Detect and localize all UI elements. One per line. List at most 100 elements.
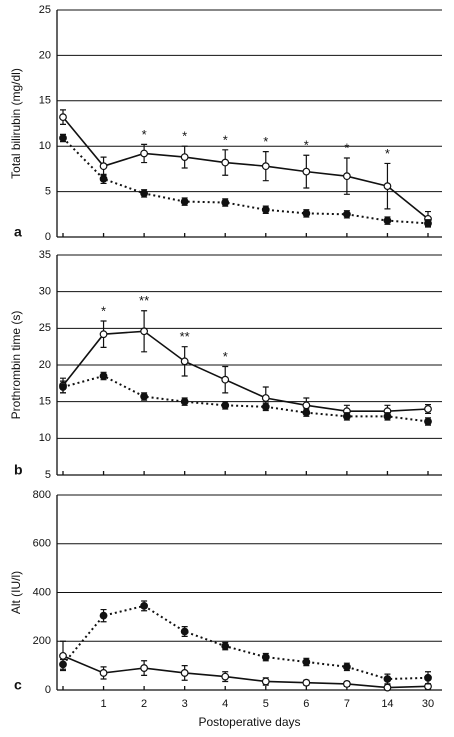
data-point [221,642,230,651]
significance-mark: ** [180,329,190,344]
data-point [302,658,311,666]
data-point [180,357,189,366]
data-point [180,627,189,636]
data-point [180,197,189,206]
data-point [383,675,392,683]
y-tick-label: 0 [45,231,51,243]
data-point [59,113,67,122]
data-point [383,216,392,225]
data-point [424,219,432,228]
data-point [261,402,270,411]
x-tick-label: 7 [344,698,350,710]
y-tick-label: 200 [33,635,51,647]
y-tick-label: 400 [33,586,51,598]
panel-label: c [14,677,22,693]
data-point [140,327,149,336]
y-tick-label: 5 [45,469,51,481]
data-point [261,205,270,214]
y-tick-label: 0 [45,684,51,696]
data-point [140,664,149,672]
series-line [62,116,429,220]
y-axis-title: Alt (IU/l) [9,571,23,614]
data-point [302,401,311,410]
data-point [221,401,230,410]
data-point [383,182,392,191]
data-point [180,397,189,406]
data-point [261,677,270,686]
data-point [59,651,67,660]
series-line [62,330,429,412]
y-tick-label: 35 [39,249,51,261]
data-point [140,602,149,610]
data-point [140,392,149,401]
data-point [180,669,189,677]
panel-label: a [14,224,22,240]
y-tick-label: 15 [39,396,51,408]
x-tick-label: 14 [381,698,393,710]
data-point [180,153,189,161]
x-tick-label: 2 [141,698,147,710]
data-point [140,149,149,158]
data-point [302,408,311,417]
significance-mark: * [142,127,147,142]
data-point [140,189,149,198]
y-tick-label: 20 [39,49,51,61]
x-axis-title: Postoperative days [198,715,300,729]
data-point [59,134,67,142]
data-point [342,680,351,688]
y-tick-label: 10 [39,432,51,444]
data-point [99,611,108,620]
significance-mark: ** [139,293,149,308]
data-point [302,167,311,176]
data-point [302,678,311,687]
data-point [221,158,230,167]
y-tick-label: 25 [39,322,51,334]
x-tick-label: 4 [222,698,228,710]
data-point [424,405,432,413]
data-point [221,375,230,384]
y-axis-title: Total bilirubin (mg/dl) [9,68,23,179]
data-point [342,172,351,181]
significance-mark: * [344,140,349,155]
x-tick-label: 5 [263,698,269,710]
data-point [99,372,108,380]
y-tick-label: 15 [39,95,51,107]
y-tick-label: 25 [39,4,51,16]
x-tick-label: 30 [422,698,434,710]
data-point [342,662,351,671]
data-point [99,669,108,677]
data-point [383,412,392,421]
significance-mark: * [223,349,228,364]
y-tick-label: 600 [33,538,51,550]
data-point [261,394,270,402]
y-tick-label: 800 [33,489,51,501]
data-point [59,660,67,669]
significance-mark: * [304,138,309,153]
data-point [342,412,351,421]
x-tick-label: 6 [303,698,309,710]
y-tick-label: 20 [39,359,51,371]
data-point [302,209,311,218]
significance-mark: * [101,303,106,318]
data-point [99,330,108,339]
data-point [261,653,270,661]
data-point [342,210,351,219]
data-point [221,198,230,207]
series-line [62,604,429,681]
x-tick-label: 3 [182,698,188,710]
y-tick-label: 5 [45,186,51,198]
significance-mark: * [182,129,187,144]
data-point [59,383,67,391]
data-point [261,162,270,171]
data-point [99,162,108,171]
series-line [62,374,429,423]
series-line [62,655,429,689]
data-point [424,417,432,426]
y-axis-title: Prothrombin time (s) [9,311,23,420]
data-point [221,672,230,681]
series-line [62,137,429,225]
data-point [99,174,108,183]
panel-label: b [14,462,23,478]
x-tick-label: 1 [100,698,106,710]
